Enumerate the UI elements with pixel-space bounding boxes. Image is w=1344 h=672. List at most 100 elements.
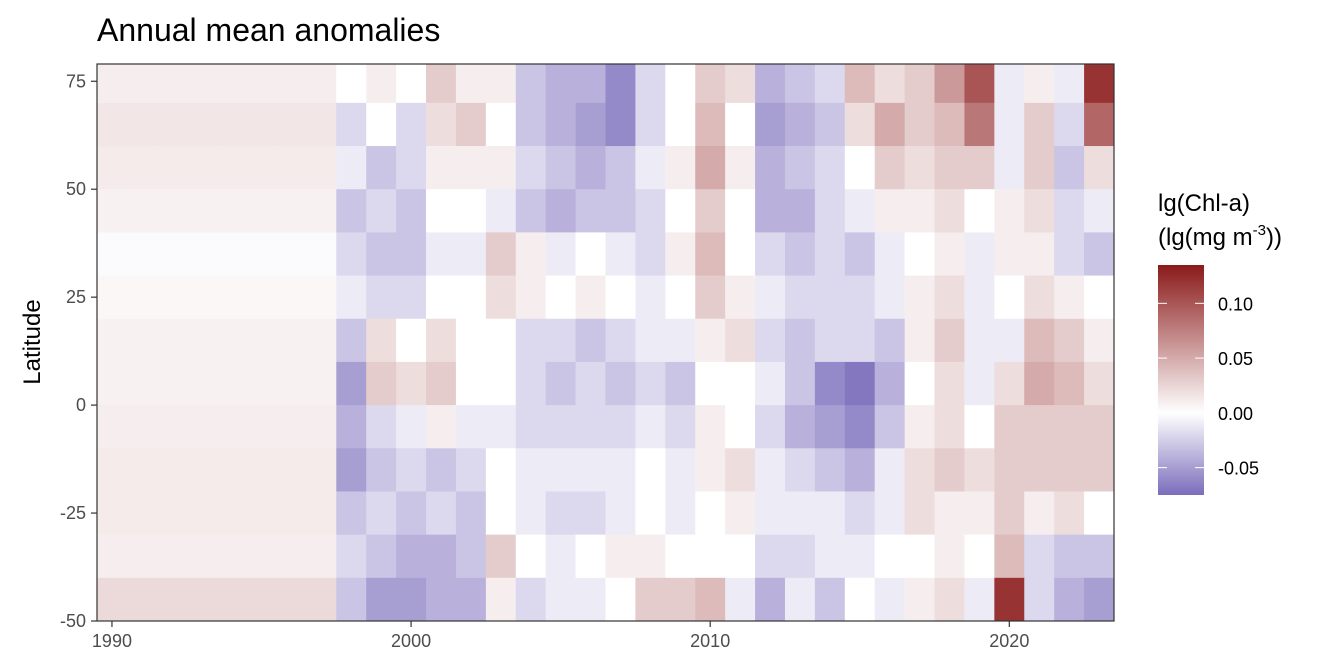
heatmap-cell — [665, 318, 696, 363]
heatmap-cell — [1054, 102, 1085, 147]
heatmap-cell — [186, 577, 218, 621]
heatmap-cell — [396, 275, 427, 320]
heatmap-cell — [1054, 405, 1085, 449]
heatmap-cell — [784, 534, 816, 579]
heatmap-cell — [695, 102, 726, 147]
heatmap-cell — [665, 189, 696, 233]
heatmap-cell — [575, 146, 607, 190]
heatmap-cell — [276, 491, 307, 536]
heatmap-cell — [246, 102, 278, 147]
heatmap-cell — [306, 577, 337, 621]
heatmap-cell — [814, 361, 846, 406]
heatmap-cell — [1084, 189, 1114, 233]
heatmap-cell — [934, 448, 966, 493]
heatmap-cell — [306, 318, 337, 363]
heatmap-cell — [755, 405, 786, 449]
heatmap-cell — [964, 448, 995, 493]
heatmap-cell — [306, 405, 337, 449]
heatmap-cell — [545, 361, 577, 406]
heatmap-cell — [156, 318, 188, 363]
heatmap-cell — [545, 405, 577, 449]
heatmap-cell — [156, 232, 188, 277]
heatmap-cell — [515, 577, 547, 621]
heatmap-cell — [964, 534, 995, 579]
heatmap-cell — [575, 361, 607, 406]
heatmap-cell — [814, 189, 846, 233]
heatmap-cell — [186, 318, 218, 363]
heatmap-cell — [515, 491, 547, 536]
heatmap-cell — [1024, 405, 1055, 449]
heatmap-cell — [665, 491, 696, 536]
heatmap-cell — [186, 361, 218, 406]
heatmap-cell — [485, 491, 517, 536]
heatmap-cell — [964, 577, 995, 621]
heatmap-cell — [156, 275, 188, 320]
heatmap-cell — [366, 189, 397, 233]
heatmap-cell — [246, 146, 278, 190]
heatmap-cell — [545, 491, 577, 536]
heatmap-cell — [605, 405, 637, 449]
heatmap-cell — [216, 146, 248, 190]
heatmap-cell — [455, 405, 487, 449]
heatmap-cell — [426, 448, 457, 493]
heatmap-cell — [485, 318, 517, 363]
heatmap-cell — [126, 448, 158, 493]
heatmap-cell — [545, 232, 577, 277]
heatmap-cell — [366, 102, 397, 147]
heatmap-cell — [246, 275, 278, 320]
heatmap-cell — [904, 146, 936, 190]
heatmap-cell — [276, 405, 307, 449]
heatmap-cell — [1054, 491, 1085, 536]
heatmap-cell — [216, 189, 248, 233]
heatmap-cell — [455, 189, 487, 233]
heatmap-cell — [665, 361, 696, 406]
heatmap-cell — [665, 64, 696, 104]
heatmap-cell — [306, 534, 337, 579]
heatmap-cell — [156, 577, 188, 621]
heatmap-cell — [605, 275, 637, 320]
heatmap-cell — [485, 534, 517, 579]
heatmap-cell — [156, 491, 188, 536]
heatmap-cell — [366, 534, 397, 579]
heatmap-cell — [934, 146, 966, 190]
heatmap-cell — [904, 318, 936, 363]
heatmap-cell — [1084, 146, 1114, 190]
heatmap-cell — [844, 232, 876, 277]
colorbar-legend: lg(Chl-a) (lg(mg m-3)) 0.10 0.05 0.00 -0.05 — [1158, 190, 1282, 495]
heatmap-cell — [186, 64, 218, 104]
heatmap-cell — [186, 146, 218, 190]
heatmap-cell — [126, 361, 158, 406]
heatmap-cell — [336, 189, 367, 233]
heatmap-cell — [665, 232, 696, 277]
heatmap-cell — [964, 102, 995, 147]
heatmap-cell — [246, 491, 278, 536]
heatmap-cell — [934, 318, 966, 363]
heatmap-cell — [246, 448, 278, 493]
heatmap-cell — [755, 102, 786, 147]
heatmap-cell — [276, 232, 307, 277]
heatmap-cell — [575, 102, 607, 147]
chart-title: Annual mean anomalies — [97, 12, 440, 48]
heatmap-cell — [246, 361, 278, 406]
heatmap-cell — [1084, 64, 1114, 104]
heatmap-cell — [814, 577, 846, 621]
heatmap-cell — [306, 491, 337, 536]
heatmap-cell — [1054, 232, 1085, 277]
heatmap-cell — [126, 146, 158, 190]
heatmap-cell — [336, 491, 367, 536]
heatmap-cell — [874, 534, 906, 579]
colorbar-title-exponent: -3 — [1253, 222, 1266, 239]
heatmap-cell — [455, 534, 487, 579]
heatmap-cell — [545, 534, 577, 579]
heatmap-cell — [665, 405, 696, 449]
heatmap-cell — [1054, 361, 1085, 406]
heatmap-cell — [515, 232, 547, 277]
heatmap-cell — [964, 318, 995, 363]
heatmap-cell — [246, 534, 278, 579]
heatmap-cell — [306, 361, 337, 406]
heatmap-cell — [784, 102, 816, 147]
heatmap-cell — [216, 361, 248, 406]
heatmap-cell — [306, 146, 337, 190]
heatmap-cell — [755, 146, 786, 190]
heatmap-cell — [814, 491, 846, 536]
